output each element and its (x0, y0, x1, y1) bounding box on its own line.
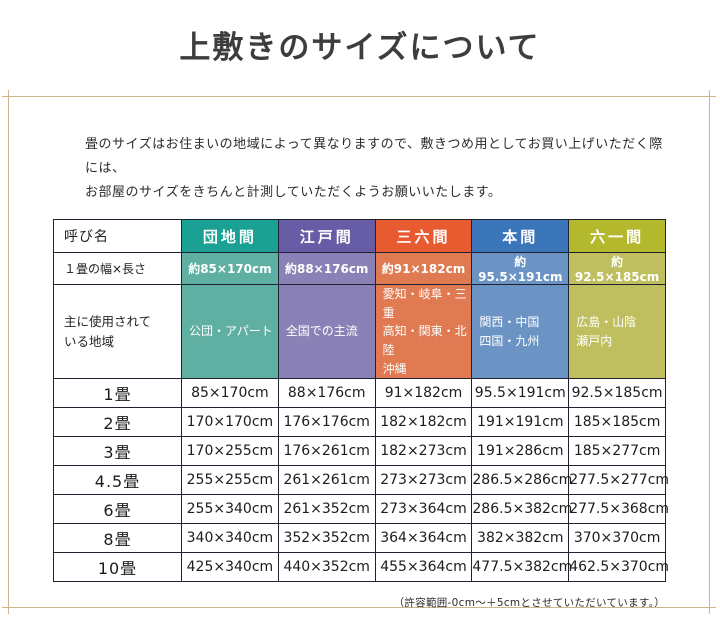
value-cell: 340×340cm (181, 523, 279, 554)
value-cell: 95.5×191cm (471, 378, 570, 409)
row-label: 3畳 (53, 436, 182, 467)
page-title: 上敷きのサイズについて (179, 30, 541, 66)
value-cell: 255×255cm (181, 465, 279, 496)
value-cell: 91×182cm (374, 378, 473, 409)
frame-corner-ornament (703, 90, 716, 103)
tolerance-footnote: （許容範囲-0cm〜＋5cmとさせていただいています。） (393, 597, 665, 610)
decorative-frame: 畳のサイズはお住まいの地域によって異なりますので、敷きつめ用としてお買い上げいた… (2, 90, 716, 614)
table-row: 10畳 425×340cm 440×352cm 455×364cm 477.5×… (53, 552, 669, 583)
corner-header-cell: 呼び名 (53, 219, 182, 254)
region-cell: 愛知・岐阜・三重 高知・関東・北陸 沖縄 (374, 284, 473, 380)
value-cell: 176×176cm (277, 407, 376, 438)
value-cell: 191×286cm (471, 436, 570, 467)
intro-line-1: 畳のサイズはお住まいの地域によって異なりますので、敷きつめ用としてお買い上げいた… (85, 137, 663, 177)
value-cell: 191×191cm (471, 407, 570, 438)
intro-text: 畳のサイズはお住まいの地域によって異なりますので、敷きつめ用としてお買い上げいた… (85, 133, 669, 205)
value-cell: 277.5×277cm (568, 465, 669, 496)
value-cell: 261×352cm (277, 494, 376, 525)
row-label: 6畳 (53, 494, 182, 525)
value-cell: 92.5×185cm (568, 378, 666, 409)
region-cell: 全国での主流 (277, 284, 376, 380)
table-row: 3畳 170×255cm 176×261cm 182×273cm 191×286… (53, 436, 666, 467)
row-label-size: １畳の幅×長さ (53, 252, 182, 286)
value-cell: 182×273cm (374, 436, 473, 467)
width-length-row: １畳の幅×長さ 約85×170cm 約88×176cm 約91×182cm 約9… (53, 252, 666, 286)
value-cell: 170×170cm (181, 407, 279, 438)
region-row: 主に使用されて いる地域 公団・アパート 全国での主流 愛知・岐阜・三重 高知・… (53, 284, 666, 380)
size-cell: 約92.5×185cm (568, 252, 666, 286)
frame-corner-ornament (703, 601, 716, 614)
size-table-wrapper: 呼び名 団地間 江戸間 三六間 本間 六一間 １畳の幅×長さ 約85×170cm… (53, 219, 669, 583)
value-cell: 382×382cm (471, 523, 570, 554)
value-cell: 286.5×382cm (471, 494, 572, 525)
tatami-size-table: 呼び名 団地間 江戸間 三六間 本間 六一間 １畳の幅×長さ 約85×170cm… (53, 219, 669, 583)
value-cell: 364×364cm (374, 523, 473, 554)
column-header-honma: 本間 (471, 219, 570, 254)
value-cell: 255×340cm (181, 494, 279, 525)
value-cell: 286.5×286cm (471, 465, 572, 496)
frame-corner-ornament (2, 90, 15, 103)
value-cell: 477.5×382cm (471, 552, 572, 583)
row-label: 1畳 (53, 378, 182, 409)
value-cell: 176×261cm (277, 436, 376, 467)
size-cell: 約88×176cm (277, 252, 376, 286)
column-header-edoma: 江戸間 (277, 219, 376, 254)
value-cell: 455×364cm (374, 552, 473, 583)
row-label: 8畳 (53, 523, 182, 554)
column-header-danchima: 団地間 (181, 219, 279, 254)
region-cell: 広島・山陰 瀬戸内 (568, 284, 666, 380)
frame-corner-ornament (2, 601, 15, 614)
size-cell: 約85×170cm (181, 252, 279, 286)
value-cell: 170×255cm (181, 436, 279, 467)
value-cell: 273×364cm (374, 494, 473, 525)
row-label: 10畳 (53, 552, 182, 583)
table-row: 2畳 170×170cm 176×176cm 182×182cm 191×191… (53, 407, 666, 438)
table-row: 8畳 340×340cm 352×352cm 364×364cm 382×382… (53, 523, 666, 554)
size-cell: 約95.5×191cm (471, 252, 570, 286)
value-cell: 462.5×370cm (568, 552, 669, 583)
value-cell: 85×170cm (181, 378, 279, 409)
value-cell: 277.5×368cm (568, 494, 669, 525)
value-cell: 182×182cm (374, 407, 473, 438)
value-cell: 425×340cm (181, 552, 279, 583)
table-header-row: 呼び名 団地間 江戸間 三六間 本間 六一間 (53, 219, 666, 254)
value-cell: 273×273cm (374, 465, 473, 496)
value-cell: 185×277cm (568, 436, 666, 467)
row-label-region: 主に使用されて いる地域 (53, 284, 182, 380)
row-label: 2畳 (53, 407, 182, 438)
value-cell: 370×370cm (568, 523, 666, 554)
value-cell: 440×352cm (277, 552, 376, 583)
value-cell: 261×261cm (277, 465, 376, 496)
table-row: 6畳 255×340cm 261×352cm 273×364cm 286.5×3… (53, 494, 669, 525)
size-cell: 約91×182cm (374, 252, 473, 286)
region-cell: 関西・中国 四国・九州 (471, 284, 570, 380)
column-header-sabuma: 三六間 (374, 219, 473, 254)
table-row: 4.5畳 255×255cm 261×261cm 273×273cm 286.5… (53, 465, 669, 496)
value-cell: 185×185cm (568, 407, 666, 438)
value-cell: 352×352cm (277, 523, 376, 554)
intro-line-2: お部屋のサイズをきちんと計測していただくようお願いいたします。 (85, 185, 502, 201)
table-row: 1畳 85×170cm 88×176cm 91×182cm 95.5×191cm… (53, 378, 666, 409)
value-cell: 88×176cm (277, 378, 376, 409)
region-cell: 公団・アパート (181, 284, 279, 380)
row-label: 4.5畳 (53, 465, 182, 496)
column-header-rokuichima: 六一間 (568, 219, 666, 254)
